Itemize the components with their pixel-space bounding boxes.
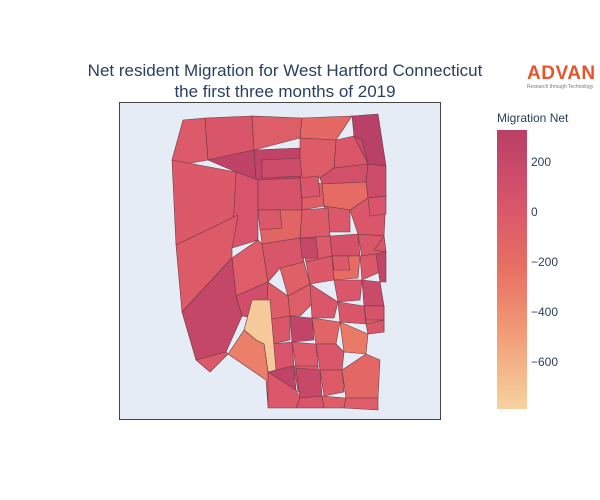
- tract-t24[interactable]: [175, 214, 239, 313]
- advan-logo: ADVAN Research through Technology: [527, 63, 599, 91]
- tract-t57[interactable]: [295, 395, 325, 409]
- colorbar: [497, 130, 527, 409]
- tract-t68[interactable]: [299, 237, 319, 259]
- tract-t52[interactable]: [319, 369, 345, 397]
- tract-t30[interactable]: [375, 251, 387, 283]
- tract-t03[interactable]: [251, 115, 303, 151]
- tract-t51[interactable]: [295, 367, 323, 399]
- tract-t47[interactable]: [291, 341, 319, 369]
- tract-t69[interactable]: [373, 235, 387, 253]
- tract-t61[interactable]: [195, 351, 229, 373]
- colorbar-tick: 0: [531, 205, 538, 220]
- tract-t34[interactable]: [361, 279, 385, 307]
- tract-t20[interactable]: [299, 207, 331, 239]
- logo-name: ADVAN: [527, 63, 596, 84]
- tract-t44[interactable]: [311, 317, 341, 345]
- colorbar-tick: −400: [531, 304, 559, 319]
- colorbar-tick: −600: [531, 354, 559, 369]
- tract-t59[interactable]: [343, 397, 379, 411]
- tract-t10[interactable]: [365, 163, 387, 199]
- tract-t33[interactable]: [333, 279, 363, 303]
- chart-title-line-1: Net resident Migration for West Hartford…: [87, 61, 483, 80]
- tract-t36[interactable]: [287, 283, 313, 317]
- tract-t23[interactable]: [231, 171, 259, 249]
- tract-t04[interactable]: [299, 115, 353, 141]
- tract-t64[interactable]: [367, 195, 387, 217]
- tract-t62[interactable]: [299, 175, 321, 199]
- tract-t55[interactable]: [227, 329, 269, 407]
- tract-t53[interactable]: [341, 353, 381, 399]
- tract-t01[interactable]: [171, 117, 209, 166]
- logo-tagline: Research through Technology: [527, 84, 594, 90]
- tract-t37[interactable]: [309, 283, 339, 319]
- tract-layer: [171, 113, 387, 411]
- colorbar-title: Migration Net: [497, 111, 569, 125]
- tract-t60[interactable]: [261, 157, 303, 179]
- tract-t15[interactable]: [257, 177, 303, 211]
- tract-t58[interactable]: [321, 395, 347, 409]
- colorbar-tick: −200: [531, 255, 559, 270]
- colorbar-tick: 200: [531, 155, 552, 170]
- tract-t65[interactable]: [331, 255, 351, 271]
- tract-t70[interactable]: [365, 319, 385, 335]
- tract-t45[interactable]: [339, 321, 369, 355]
- tract-t67[interactable]: [257, 209, 283, 231]
- tract-t66[interactable]: [363, 305, 385, 321]
- chart-title: Net resident Migration for West Hartford…: [20, 60, 550, 102]
- tract-t21[interactable]: [329, 233, 361, 257]
- chart-title-line-2: the first three months of 2019: [174, 82, 396, 101]
- tract-t38[interactable]: [337, 301, 367, 325]
- tract-t63[interactable]: [353, 135, 369, 165]
- tract-t48[interactable]: [315, 343, 345, 371]
- tract-t43[interactable]: [289, 315, 315, 343]
